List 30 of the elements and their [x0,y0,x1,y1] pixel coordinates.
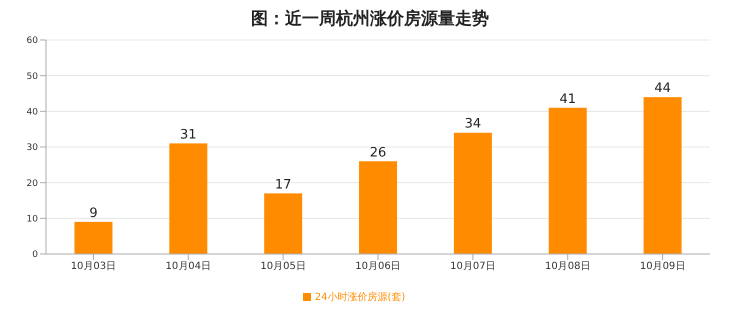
y-tick-label: 40 [26,108,38,118]
data-label: 17 [274,177,292,192]
y-tick-label: 50 [26,72,38,82]
bar [359,161,398,254]
bar [264,193,302,254]
y-tick-label: 30 [26,143,38,154]
x-tick-label: 10月04日 [166,261,212,272]
y-tick-label: 0 [32,250,38,260]
bar [74,222,112,254]
bar [644,97,682,254]
data-label: 44 [654,81,671,96]
data-label: 34 [464,116,482,132]
x-tick-label: 10月08日 [544,261,590,272]
x-tick-label: 10月05日 [260,261,306,272]
chart-title: 图：近一周杭州涨价房源量走势 [250,8,490,31]
bar [169,143,208,254]
y-tick-label: 10 [26,214,38,225]
data-label: 31 [180,127,197,142]
bar [548,108,587,254]
bar [454,132,492,254]
y-tick-label: 20 [26,178,38,189]
data-label: 41 [559,92,576,107]
x-tick-label: 10月06日 [355,261,401,272]
data-label: 26 [370,145,386,160]
legend-label: 24小时涨价房源(套) [314,292,406,303]
x-tick-label: 10月03日 [70,261,116,272]
x-tick-label: 10月07日 [450,261,496,272]
x-tick-label: 10月09日 [640,261,686,272]
data-label: 9 [89,206,98,221]
y-tick-label: 60 [26,36,38,46]
